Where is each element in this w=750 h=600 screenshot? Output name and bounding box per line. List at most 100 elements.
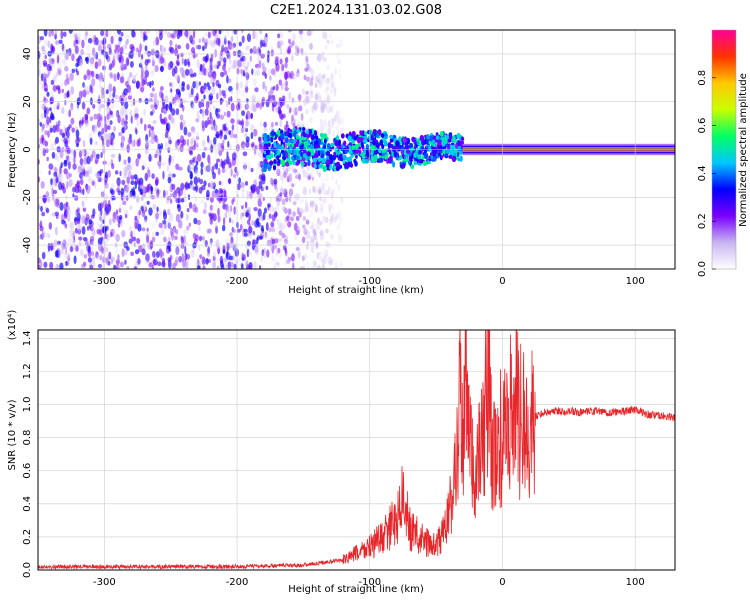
heatmap-cell (52, 176, 56, 182)
heatmap-cell (330, 234, 334, 240)
heatmap-cell (294, 107, 297, 112)
heatmap-cell (150, 186, 153, 195)
heatmap-cell (151, 222, 156, 229)
heatmap-cell (244, 68, 249, 77)
heatmap-cell (270, 68, 276, 75)
heatmap-cell (278, 184, 283, 192)
heatmap-cell (297, 68, 300, 74)
heatmap-cell (331, 212, 335, 221)
heatmap-cell (300, 37, 305, 43)
heatmap-cell (189, 159, 193, 165)
heatmap-cell (315, 90, 320, 96)
heatmap-cell (320, 176, 325, 183)
heatmap-cell (65, 147, 69, 153)
heatmap-cell (240, 182, 245, 188)
heatmap-cell (340, 196, 344, 205)
heatmap-cell (308, 188, 312, 195)
heatmap-cell (78, 90, 83, 100)
heatmap-cell (202, 56, 206, 62)
heatmap-cell (321, 51, 325, 59)
heatmap-cell (135, 47, 140, 53)
heatmap-cell (259, 200, 262, 208)
heatmap-cell (317, 189, 322, 195)
snr-y-label: SNR (10 * v/v) (7, 399, 18, 470)
heatmap-cell (107, 132, 112, 139)
heatmap-cell (89, 167, 93, 175)
heatmap-cell (152, 120, 157, 124)
colorbar-tick-label: 0.8 (697, 70, 708, 86)
heatmap-cell (61, 48, 66, 55)
colorbar-label: Normalized spectral amplitude (738, 73, 749, 227)
heatmap-cell (93, 36, 97, 46)
heatmap-cell (261, 228, 265, 234)
heatmap-cell (243, 166, 247, 173)
heatmap-cell (342, 160, 346, 164)
heatmap-cell (326, 86, 330, 91)
heatmap-cell (92, 103, 96, 109)
heatmap-cell (87, 257, 93, 263)
heatmap-cell (154, 99, 157, 105)
heatmap-cell (162, 189, 166, 199)
heatmap-cell (121, 108, 126, 117)
heatmap-cell (212, 260, 217, 269)
heatmap-cell (116, 215, 120, 223)
heatmap-cell (303, 98, 307, 106)
y-tick-label: 1.2 (22, 363, 33, 379)
heatmap-cell (359, 137, 364, 143)
heatmap-cell (254, 245, 259, 254)
heatmap-cell (197, 177, 201, 183)
heatmap-cell (136, 238, 141, 244)
heatmap-cell (291, 97, 295, 103)
heatmap-cell (327, 120, 331, 128)
heatmap-cell (241, 35, 245, 44)
heatmap-cell (129, 109, 133, 117)
heatmap-cell (262, 196, 265, 201)
heatmap-cell (108, 251, 112, 260)
heatmap-cell (248, 264, 253, 269)
heatmap-cell (159, 44, 163, 53)
heatmap-cell (147, 169, 151, 178)
heatmap-cell (438, 152, 442, 157)
heatmap-cell (265, 155, 270, 160)
heatmap-cell (328, 206, 332, 214)
heatmap-cell (276, 40, 281, 49)
heatmap-cell (257, 161, 261, 169)
heatmap-cell (60, 162, 63, 169)
heatmap-cell (67, 254, 70, 262)
heatmap-cell (80, 248, 84, 257)
heatmap-cell (209, 107, 212, 114)
heatmap-cell (239, 57, 244, 62)
heatmap-cell (298, 30, 303, 35)
heatmap-cell (296, 226, 300, 235)
heatmap-cell (184, 245, 187, 255)
heatmap-cell (417, 154, 422, 160)
heatmap-cell (298, 105, 303, 112)
heatmap-cell (209, 88, 214, 96)
heatmap-cell (321, 259, 325, 268)
heatmap-cell (179, 121, 184, 131)
heatmap-cell (310, 68, 315, 77)
heatmap-cell (168, 184, 173, 193)
heatmap-cell (61, 182, 65, 189)
heatmap-cell (305, 129, 310, 135)
heatmap-cell (170, 116, 175, 124)
heatmap-cell (123, 172, 128, 179)
heatmap-cell (303, 74, 307, 81)
heatmap-cell (233, 173, 237, 179)
heatmap-cell (328, 203, 333, 209)
heatmap-cell (133, 174, 138, 180)
heatmap-cell (253, 260, 257, 269)
heatmap-cell (126, 266, 130, 269)
heatmap-cell (144, 69, 149, 78)
heatmap-cell (349, 163, 354, 168)
heatmap-cell (274, 238, 279, 244)
heatmap-cell (282, 223, 287, 229)
heatmap-cell (315, 106, 318, 112)
heatmap-cell (413, 160, 418, 166)
heatmap-cell (223, 111, 227, 117)
heatmap-cell (119, 110, 123, 119)
heatmap-cell (243, 83, 249, 88)
heatmap-cell (49, 107, 52, 112)
heatmap-cell (326, 96, 330, 105)
heatmap-cell (215, 131, 220, 139)
